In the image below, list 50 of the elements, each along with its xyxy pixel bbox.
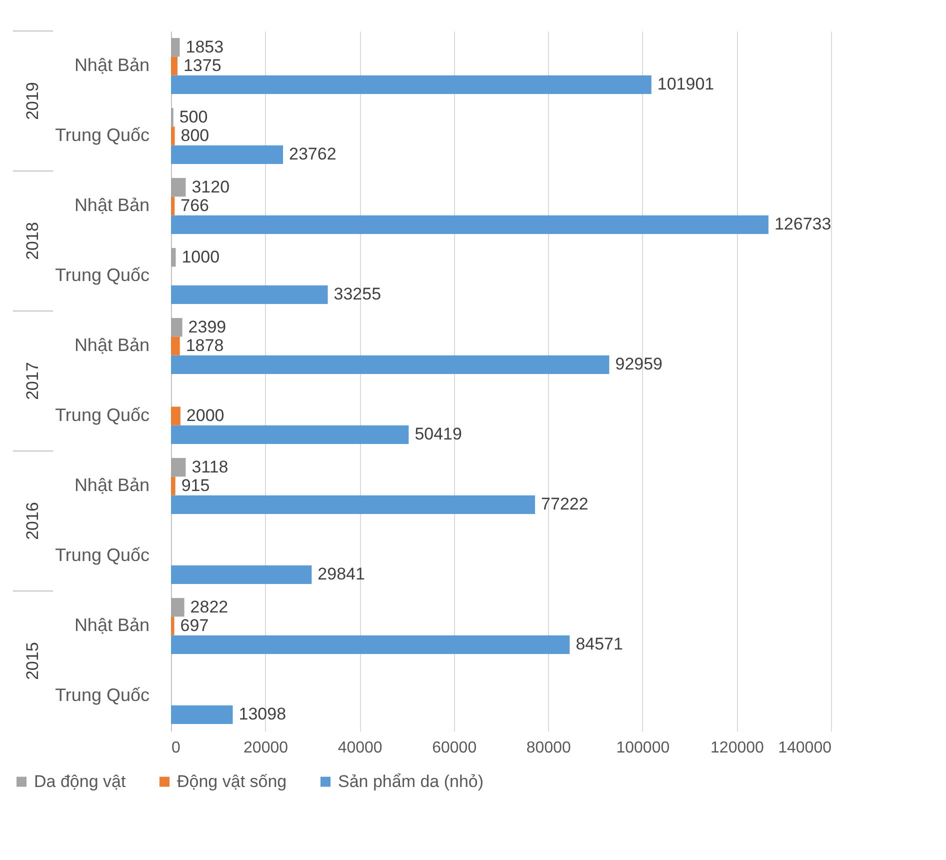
data-label: 1000: [182, 247, 220, 266]
data-label: 50419: [414, 424, 462, 444]
text: 2016: [23, 502, 42, 540]
data-label: 92959: [615, 354, 663, 374]
y-tick-label: Nhật Bản: [74, 615, 150, 635]
x-tick-label: 80000: [526, 740, 571, 756]
data-label: 697: [180, 616, 209, 635]
y-tick-label: Nhật Bản: [74, 55, 150, 75]
y-tick-label: Nhật Bản: [74, 195, 150, 215]
x-tick-label: 0: [172, 740, 180, 756]
data-label: 800: [180, 126, 210, 145]
data-label: 77222: [541, 494, 588, 514]
data-label: 33255: [334, 284, 382, 304]
legend-label: Động vật sống: [177, 772, 287, 791]
data-label: 2399: [188, 317, 226, 336]
data-label: 84571: [576, 634, 623, 654]
data-label: 3118: [192, 457, 228, 476]
y-tick-label: Trung Quốc: [55, 685, 150, 705]
x-tick-label: 20000: [244, 740, 288, 756]
text: 2019: [23, 82, 42, 120]
data-label: 29841: [318, 564, 365, 584]
text: 2017: [23, 362, 42, 400]
y-tick-label: Nhật Bản: [74, 475, 150, 495]
data-label: 766: [180, 196, 209, 215]
x-tick-label: 40000: [338, 740, 382, 756]
text: 2015: [23, 642, 42, 680]
legend-label: Sản phẩm da (nhỏ): [338, 772, 484, 791]
x-tick-label: 60000: [432, 740, 477, 756]
y-tick-label: Trung Quốc: [55, 545, 150, 565]
y-tick-label: Trung Quốc: [55, 125, 150, 145]
data-label: 13098: [238, 704, 286, 724]
x-tick-label: 140000: [778, 740, 832, 756]
data-label: 2000: [186, 406, 224, 425]
data-label: 23762: [289, 144, 336, 164]
x-tick-label: 120000: [710, 740, 764, 756]
y-tick-label: Trung Quốc: [55, 265, 150, 285]
x-tick-label: 100000: [616, 740, 670, 756]
data-label: 2822: [190, 597, 228, 616]
y-tick-label: Nhật Bản: [74, 335, 150, 355]
y-tick-label: Trung Quốc: [55, 405, 150, 425]
text: 2018: [23, 222, 42, 260]
data-label: 3120: [192, 177, 230, 196]
data-label: 1878: [186, 336, 224, 355]
data-label: 1375: [183, 56, 222, 75]
data-label: 915: [181, 476, 210, 495]
data-label: 126733: [774, 214, 832, 234]
data-label: 101901: [657, 74, 714, 94]
legend-label: Da động vật: [34, 772, 126, 791]
data-label: 500: [179, 107, 208, 126]
data-label: 1853: [186, 37, 224, 56]
